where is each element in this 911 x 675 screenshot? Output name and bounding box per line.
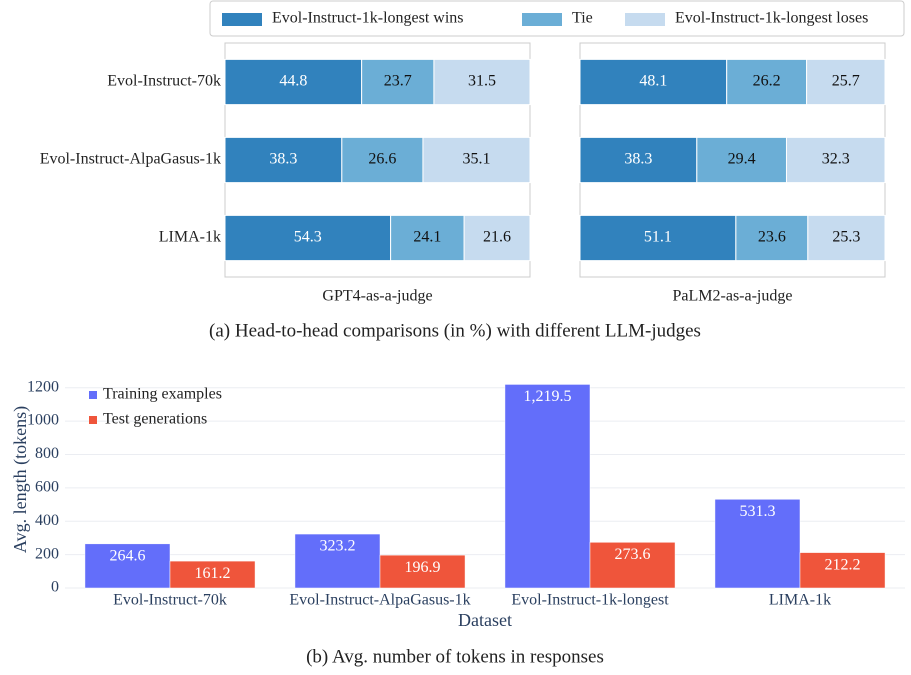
caption: (a) Head-to-head comparisons (in %) with…: [209, 320, 701, 341]
x-tick-label: LIMA-1k: [769, 592, 831, 609]
legend-label: Evol-Instruct-1k-longest loses: [675, 10, 868, 27]
data-label: 26.6: [368, 151, 396, 168]
bar: [294, 533, 381, 589]
caption: (b) Avg. number of tokens in responses: [306, 646, 604, 667]
bar-segment: [579, 136, 698, 184]
data-label: 31.5: [468, 73, 496, 90]
data-label: 23.6: [758, 229, 786, 246]
data-label: 323.2: [319, 538, 355, 555]
data-label: 38.3: [624, 151, 652, 168]
x-axis-label: PaLM2-as-a-judge: [673, 288, 793, 305]
bar: [504, 384, 591, 589]
bar-segment: [463, 214, 531, 262]
data-label: 161.2: [195, 565, 231, 582]
legend-label: Tie: [572, 10, 593, 27]
bar: [169, 560, 256, 589]
y-tick-label: 600: [35, 479, 59, 496]
bar: [799, 552, 886, 589]
y-axis-label: Avg. length (tokens): [10, 406, 31, 553]
x-tick-label: Evol-Instruct-1k-longest: [511, 592, 669, 609]
y-tick-label: 1000: [27, 412, 59, 429]
bar-segment: [726, 58, 808, 106]
bar: [84, 543, 171, 589]
bar-segment: [422, 136, 531, 184]
y-tick-label: 800: [35, 445, 59, 462]
y-tick-label: 400: [35, 512, 59, 529]
x-axis-label: GPT4-as-a-judge: [322, 288, 432, 305]
y-tick-label: LIMA-1k: [159, 229, 221, 246]
data-label: 54.3: [294, 229, 322, 246]
legend-swatch: [222, 13, 262, 26]
data-label: 21.6: [483, 229, 511, 246]
legend-swatch: [89, 391, 97, 399]
y-tick-label: 200: [35, 545, 59, 562]
bar: [379, 554, 466, 589]
y-tick-label: Evol-Instruct-AlpaGasus-1k: [40, 151, 221, 168]
bar-segment: [579, 214, 737, 262]
data-label: 44.8: [279, 73, 307, 90]
legend-swatch: [522, 13, 562, 26]
legend-label: Training examples: [103, 386, 222, 403]
bar-segment: [433, 58, 531, 106]
bar-segment: [341, 136, 424, 184]
legend-swatch: [625, 13, 665, 26]
y-tick-label: Evol-Instruct-70k: [107, 73, 221, 90]
bar-segment: [807, 214, 886, 262]
bar-segment: [224, 214, 392, 262]
bar-segment: [806, 58, 886, 106]
data-label: 38.3: [269, 151, 297, 168]
x-tick-label: Evol-Instruct-AlpaGasus-1k: [289, 592, 470, 609]
data-label: 29.4: [728, 151, 756, 168]
data-label: 25.7: [832, 73, 860, 90]
bar-segment: [785, 136, 886, 184]
bar-segment: [579, 58, 728, 106]
x-tick-label: Evol-Instruct-70k: [113, 592, 227, 609]
data-label: 273.6: [615, 546, 651, 563]
bar: [589, 542, 676, 589]
data-label: 35.1: [462, 151, 490, 168]
data-label: 264.6: [109, 548, 145, 565]
data-label: 48.1: [639, 73, 667, 90]
legend-label: Test generations: [103, 411, 207, 428]
data-label: 23.7: [384, 73, 412, 90]
bar: [714, 499, 801, 589]
data-label: 531.3: [739, 503, 775, 520]
data-label: 1,219.5: [523, 388, 571, 405]
bar-segment: [696, 136, 787, 184]
bar-segment: [224, 58, 363, 106]
data-label: 196.9: [405, 559, 441, 576]
y-tick-label: 1200: [27, 378, 59, 395]
data-label: 25.3: [832, 229, 860, 246]
legend-label: Evol-Instruct-1k-longest wins: [272, 10, 464, 27]
bar-segment: [224, 136, 343, 184]
bar-segment: [735, 214, 809, 262]
x-axis-label: Dataset: [458, 610, 512, 630]
data-label: 32.3: [822, 151, 850, 168]
legend-swatch: [89, 416, 97, 424]
data-label: 51.1: [644, 229, 672, 246]
data-label: 24.1: [413, 229, 441, 246]
y-tick-label: 0: [51, 579, 59, 596]
data-label: 212.2: [825, 556, 861, 573]
data-label: 26.2: [753, 73, 781, 90]
bar-segment: [390, 214, 465, 262]
